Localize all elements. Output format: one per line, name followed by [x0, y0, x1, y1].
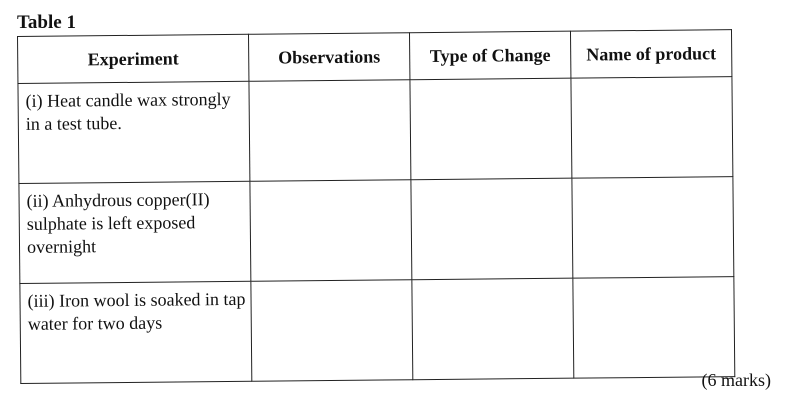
experiment-cell: (iii) Iron wool is soaked in tap water f…: [19, 281, 252, 384]
marks-label: (6 marks): [701, 370, 771, 390]
table-caption: Table 1: [17, 12, 76, 33]
type-of-change-cell[interactable]: [409, 78, 572, 180]
experiment-cell: (i) Heat candle wax strongly in a test t…: [17, 81, 250, 184]
name-of-product-cell[interactable]: [571, 176, 734, 279]
header-type-of-change: Type of Change: [409, 31, 571, 80]
header-name-of-product: Name of product: [570, 29, 732, 79]
type-of-change-cell[interactable]: [411, 278, 574, 380]
table-row: (i) Heat candle wax strongly in a test t…: [17, 76, 733, 184]
observations-cell[interactable]: [249, 179, 412, 282]
observations-cell[interactable]: [250, 279, 413, 382]
observations-cell[interactable]: [248, 79, 411, 182]
header-row: Experiment Observations Type of Change N…: [17, 29, 732, 84]
table-row: (iii) Iron wool is soaked in tap water f…: [19, 276, 735, 384]
experiment-table: Experiment Observations Type of Change N…: [17, 29, 735, 384]
type-of-change-cell[interactable]: [410, 178, 573, 280]
name-of-product-cell[interactable]: [570, 76, 733, 179]
header-observations: Observations: [248, 32, 410, 82]
name-of-product-cell[interactable]: [572, 276, 735, 379]
table-row: (ii) Anhydrous copper(II) sulphate is le…: [18, 176, 734, 284]
header-experiment: Experiment: [17, 34, 249, 84]
experiment-cell: (ii) Anhydrous copper(II) sulphate is le…: [18, 181, 251, 284]
